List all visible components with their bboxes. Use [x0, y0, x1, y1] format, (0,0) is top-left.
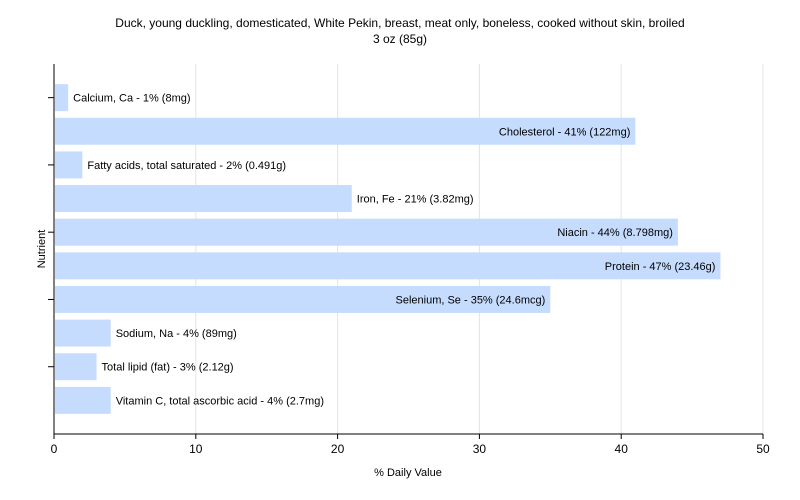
bar-label: Cholesterol - 41% (122mg) [499, 126, 630, 138]
bars [55, 84, 721, 414]
x-axis-label: % Daily Value [374, 467, 442, 479]
x-tick-label: 10 [189, 442, 203, 456]
bar-label: Niacin - 44% (8.798mg) [557, 227, 673, 239]
bar [55, 151, 83, 179]
bar-label: Fatty acids, total saturated - 2% (0.491… [87, 160, 286, 172]
bar [55, 386, 111, 414]
chart-subtitle: 3 oz (85g) [372, 32, 428, 46]
bar [55, 185, 352, 213]
bar-label: Selenium, Se - 35% (24.6mcg) [396, 294, 546, 306]
bar [55, 218, 678, 246]
x-tick-label: 20 [331, 442, 345, 456]
bar-label: Protein - 47% (23.46g) [605, 261, 716, 273]
bar [55, 252, 721, 280]
chart-title: Duck, young duckling, domesticated, Whit… [115, 16, 685, 30]
bar [55, 84, 69, 112]
bar [55, 353, 97, 381]
bar-labels: Calcium, Ca - 1% (8mg) Cholesterol - 41% … [73, 93, 715, 408]
bar [55, 117, 636, 145]
bar-label: Calcium, Ca - 1% (8mg) [73, 93, 190, 105]
bar-label: Sodium, Na - 4% (89mg) [116, 328, 237, 340]
x-tick-label: 50 [756, 442, 770, 456]
bar-label: Iron, Fe - 21% (3.82mg) [357, 194, 474, 206]
bar-label: Vitamin C, total ascorbic acid - 4% (2.7… [116, 395, 324, 407]
y-axis-label: Nutrient [36, 230, 48, 269]
x-tick-label: 40 [615, 442, 629, 456]
x-tick-label: 30 [473, 442, 487, 456]
x-tick-label: 0 [51, 442, 58, 456]
bar-label: Total lipid (fat) - 3% (2.12g) [102, 362, 234, 374]
bar [55, 319, 111, 347]
axes: 0 10 20 30 40 50 [48, 64, 770, 456]
bar [55, 285, 551, 313]
